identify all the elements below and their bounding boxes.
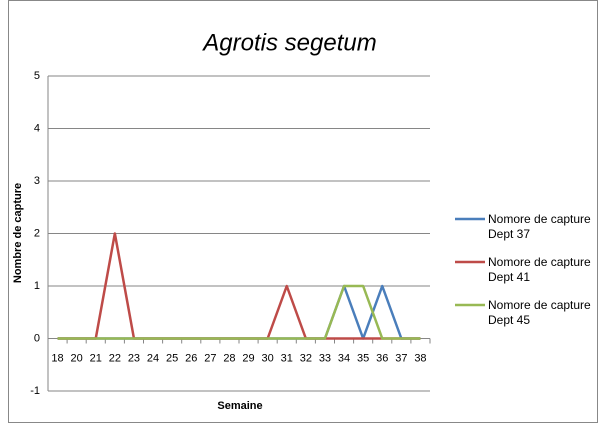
- x-tick-label: 22: [109, 352, 121, 364]
- y-tick-label: 3: [34, 175, 40, 187]
- x-tick-label: 35: [357, 352, 369, 364]
- x-tick-label: 37: [395, 352, 407, 364]
- x-axis-label: Semaine: [217, 400, 262, 412]
- x-tick-label: 32: [300, 352, 312, 364]
- x-tick-label: 34: [338, 352, 350, 364]
- x-tick-label: 20: [71, 352, 83, 364]
- x-tick-label: 26: [185, 352, 197, 364]
- y-axis-label: Nombre de capture: [12, 183, 24, 283]
- series-line: [57, 284, 421, 340]
- x-tick-label: 36: [376, 352, 388, 364]
- x-tick-label: 24: [147, 352, 159, 364]
- x-tick-label: 31: [281, 352, 293, 364]
- x-tick-label: 28: [223, 352, 235, 364]
- x-tick-label: 18: [51, 352, 63, 364]
- y-tick-label: 4: [34, 122, 40, 134]
- y-tick-label: 2: [34, 227, 40, 239]
- y-tick-label: 0: [34, 332, 40, 344]
- y-tick-label: 5: [34, 70, 40, 82]
- x-tick-label: 33: [319, 352, 331, 364]
- x-tick-label: 23: [128, 352, 140, 364]
- x-tick-label: 27: [204, 352, 216, 364]
- y-tick-label: -1: [30, 385, 40, 397]
- x-tick-label: 30: [262, 352, 274, 364]
- x-tick-label: 29: [242, 352, 254, 364]
- x-tick-label: 21: [90, 352, 102, 364]
- chart-title: Agrotis segetum: [201, 29, 376, 56]
- legend-label: Nomore de capture Dept 41: [488, 255, 591, 284]
- legend-label: Nomore de capture Dept 45: [488, 298, 591, 327]
- x-tick-label: 25: [166, 352, 178, 364]
- y-tick-label: 1: [34, 280, 40, 292]
- legend-label: Nomore de capture Dept 37: [488, 212, 591, 241]
- x-tick-label: 38: [414, 352, 426, 364]
